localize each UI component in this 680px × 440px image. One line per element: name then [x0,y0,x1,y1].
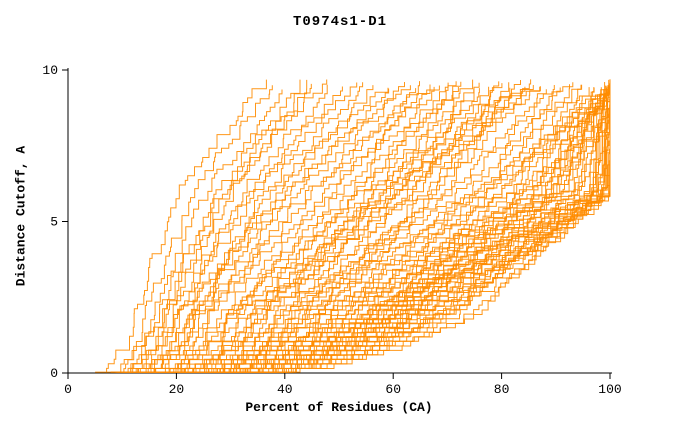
model-curve [210,83,610,373]
model-curve [137,85,555,373]
model-curve [128,89,608,373]
model-curve [122,79,308,373]
model-curve [139,82,449,373]
model-curve [167,81,457,373]
model-curve [145,82,606,373]
model-curve [110,79,328,373]
model-curve [161,85,607,373]
model-curve [228,85,609,373]
model-curve [149,85,374,373]
model-curve [141,85,609,373]
x-tick-label: 100 [598,382,621,397]
x-tick-label: 20 [169,382,185,397]
model-curve [123,89,547,373]
model-curve [148,85,534,373]
model-curve [175,86,610,373]
model-curve [116,88,417,373]
model-curve [157,87,611,373]
model-curve [164,86,611,373]
model-curve [117,79,301,373]
model-curve [120,82,358,373]
x-tick-label: 60 [385,382,401,397]
model-curve [138,86,609,373]
model-curve [114,82,405,373]
model-curve [145,88,390,373]
model-curve [175,85,611,373]
model-curve [110,85,273,373]
model-curve [106,89,283,373]
y-tick-label: 0 [50,366,58,381]
model-curve [158,79,474,373]
y-tick-label: 5 [50,215,58,230]
model-curve [95,79,267,373]
model-curve [157,86,435,373]
x-axis-title: Percent of Residues (CA) [245,400,433,415]
x-tick-label: 80 [494,382,510,397]
model-curve [168,86,541,373]
model-curve [215,86,526,373]
model-curve [121,85,411,373]
model-curve [125,85,440,373]
model-curve [147,82,611,373]
model-curve [172,87,459,373]
x-tick-label: 0 [64,382,72,397]
model-curve [217,82,510,373]
model-curve [181,86,490,373]
model-curve [129,86,343,373]
x-tick-label: 40 [277,382,293,397]
model-curve [143,87,561,373]
chart-title: T0974s1-D1 [292,14,388,30]
y-tick-label: 10 [42,63,58,78]
model-curve [202,87,511,373]
model-curve [155,88,611,373]
model-curve [138,82,364,373]
model-curve [154,86,541,373]
model-curve [145,84,431,373]
model-curve [208,85,611,373]
